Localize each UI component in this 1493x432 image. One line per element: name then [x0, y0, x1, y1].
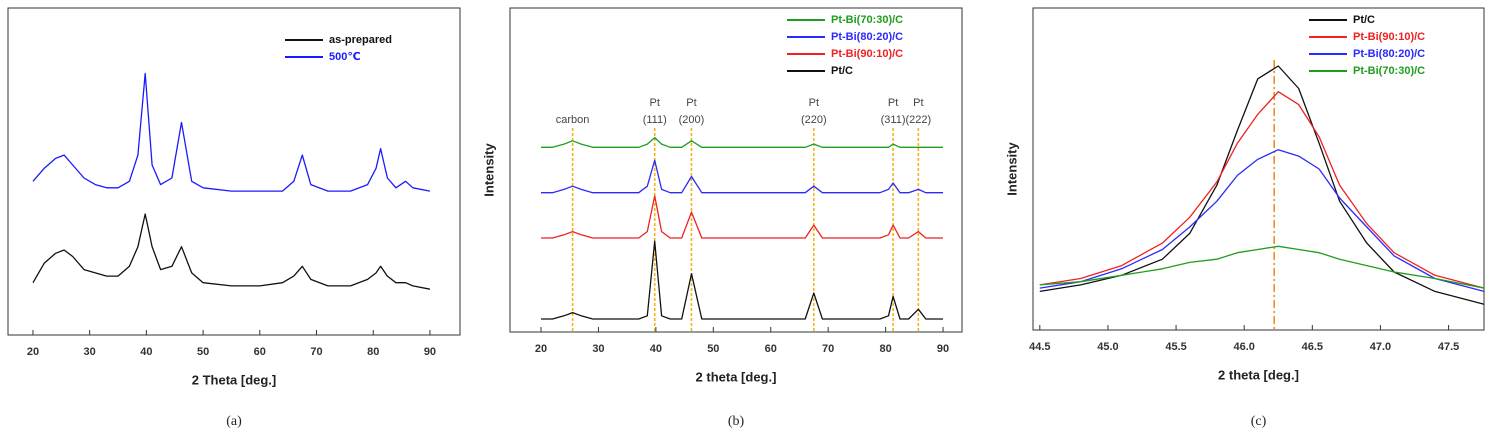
legend-label: Pt-Bi(90:10)/C	[1353, 31, 1425, 43]
data-line	[541, 195, 943, 239]
peak-label: Pt	[913, 97, 923, 109]
x-tick-label: 20	[27, 346, 39, 358]
plot-frame	[509, 7, 963, 333]
legend-label: Pt-Bi(70:30)/C	[1353, 65, 1425, 77]
data-line	[1039, 149, 1485, 293]
caption: (c)	[1251, 414, 1267, 429]
x-tick-label: 47.0	[1370, 341, 1391, 353]
caption: (a)	[226, 414, 242, 429]
x-tick-label: 90	[424, 346, 436, 358]
x-tick-label: 40	[650, 343, 662, 355]
x-tick-label: 80	[367, 346, 379, 358]
legend-label: Pt-Bi(80:20)/C	[831, 31, 903, 43]
x-tick-label: 50	[707, 343, 719, 355]
legend-label: Pt-Bi(70:30)/C	[831, 14, 903, 26]
x-axis-label: 2 theta [deg.]	[1218, 367, 1299, 382]
y-axis-label: Intensity	[481, 143, 496, 197]
data-line	[541, 136, 943, 148]
x-tick-label: 30	[84, 346, 96, 358]
x-tick-label: 20	[535, 343, 547, 355]
data-line	[32, 213, 431, 290]
x-axis-label: 2 theta [deg.]	[696, 369, 777, 384]
peak-label: Pt	[888, 97, 898, 109]
x-tick-label: 45.5	[1165, 341, 1186, 353]
data-line	[32, 72, 431, 192]
x-tick-label: 40	[140, 346, 152, 358]
legend-label: Pt-Bi(90:10)/C	[831, 48, 903, 60]
x-tick-label: 90	[937, 343, 949, 355]
peak-label: (220)	[801, 114, 827, 126]
plot-frame	[7, 7, 461, 336]
data-line	[1039, 65, 1485, 305]
peak-label: Pt	[809, 97, 819, 109]
x-tick-label: 46.0	[1233, 341, 1254, 353]
data-line	[541, 240, 943, 320]
x-tick-label: 80	[879, 343, 891, 355]
x-tick-label: 60	[254, 346, 266, 358]
x-tick-label: 70	[822, 343, 834, 355]
caption: (b)	[728, 414, 745, 429]
x-tick-label: 70	[310, 346, 322, 358]
x-axis-label: 2 Theta [deg.]	[192, 372, 277, 387]
peak-label: Pt	[650, 97, 660, 109]
y-axis-label: Intensity	[1004, 142, 1019, 196]
peak-label: (222)	[906, 114, 932, 126]
legend-label: Pt/C	[1353, 14, 1375, 26]
data-line	[1039, 91, 1485, 289]
data-line	[1039, 245, 1485, 289]
x-tick-label: 46.5	[1302, 341, 1323, 353]
peak-label: Pt	[686, 97, 696, 109]
plot-frame	[1032, 7, 1485, 331]
x-tick-label: 60	[765, 343, 777, 355]
peak-label: carbon	[556, 114, 590, 126]
x-tick-label: 30	[592, 343, 604, 355]
legend-label: Pt-Bi(80:20)/C	[1353, 48, 1425, 60]
peak-label: (311)	[881, 114, 906, 126]
x-tick-label: 44.5	[1029, 341, 1050, 353]
peak-label: (111)	[643, 114, 667, 126]
x-tick-label: 45.0	[1097, 341, 1118, 353]
x-tick-label: 50	[197, 346, 209, 358]
legend-label: 500℃	[329, 51, 361, 63]
peak-label: (200)	[679, 114, 705, 126]
legend-label: as-prepared	[329, 34, 392, 46]
legend-label: Pt/C	[831, 65, 853, 77]
data-line	[541, 159, 943, 194]
x-tick-label: 47.5	[1438, 341, 1459, 353]
